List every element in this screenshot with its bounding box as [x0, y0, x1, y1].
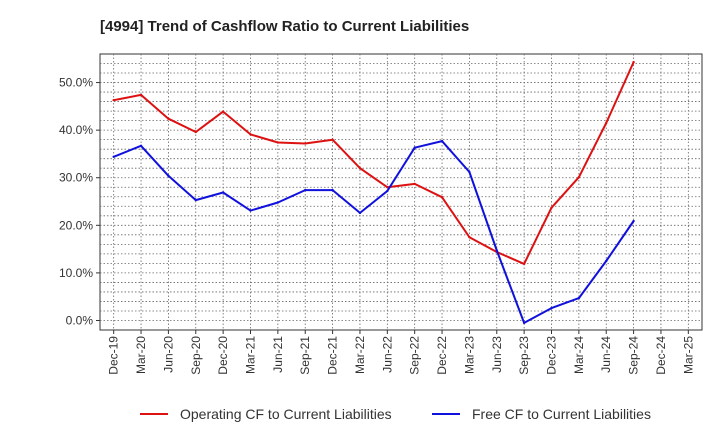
x-tick-label: Sep-24 — [627, 336, 641, 375]
series-lines — [112, 60, 635, 325]
x-tick-label: Jun-22 — [380, 336, 394, 373]
data-point — [522, 262, 526, 266]
legend: Operating CF to Current Liabilities Free … — [140, 406, 651, 422]
data-point — [249, 133, 252, 136]
chart-title: [4994] Trend of Cashflow Ratio to Curren… — [100, 18, 469, 35]
x-tick-label: Jun-23 — [490, 336, 504, 373]
data-point — [550, 306, 553, 310]
data-point — [495, 249, 498, 252]
data-point — [413, 182, 416, 186]
data-point — [194, 198, 197, 202]
x-axis: Dec-19 Mar-20 Jun-20 Sep-20 Dec-20 Mar-21 Jun-… — [107, 330, 695, 375]
data-point — [468, 236, 471, 239]
legend-label: Operating CF to Current Liabilities — [180, 406, 392, 422]
data-point — [577, 176, 581, 179]
grid — [100, 54, 702, 330]
data-point — [440, 139, 444, 143]
x-tick-label: Mar-20 — [134, 336, 148, 374]
data-point — [139, 144, 143, 148]
plot-area — [99, 53, 703, 331]
data-point — [167, 117, 170, 120]
x-tick-label: Dec-21 — [326, 336, 340, 375]
y-tick-label: 50.0% — [59, 76, 93, 90]
data-point — [276, 141, 280, 144]
data-point — [221, 110, 225, 113]
x-tick-label: Dec-22 — [435, 336, 449, 375]
data-point — [139, 93, 143, 97]
data-point — [386, 186, 389, 189]
data-point — [632, 219, 635, 223]
data-point — [194, 130, 197, 134]
x-tick-label: Mar-24 — [572, 336, 586, 374]
x-tick-label: Mar-22 — [353, 336, 367, 374]
data-point — [358, 167, 362, 170]
data-point — [632, 60, 635, 64]
y-tick-label: 0.0% — [66, 313, 94, 327]
x-tick-label: Mar-21 — [244, 336, 258, 374]
legend-label: Free CF to Current Liabilities — [472, 406, 651, 422]
x-tick-label: Dec-24 — [654, 336, 668, 375]
data-point — [468, 170, 471, 174]
x-tick-label: Jun-20 — [161, 336, 175, 373]
x-tick-label: Sep-22 — [408, 336, 422, 375]
data-point — [577, 296, 581, 300]
data-point — [413, 146, 416, 149]
x-tick-label: Dec-23 — [545, 336, 559, 375]
data-point — [386, 189, 389, 193]
y-axis: 0.0% 10.0% 20.0% 30.0% 40.0% 50.0% — [59, 76, 100, 327]
y-tick-label: 40.0% — [59, 123, 93, 137]
y-tick-label: 30.0% — [59, 171, 93, 185]
series-line-1 — [113, 61, 635, 265]
x-tick-label: Sep-23 — [517, 336, 531, 375]
data-point — [550, 206, 553, 209]
data-point — [304, 188, 307, 192]
data-point — [112, 155, 115, 158]
data-point — [276, 201, 280, 204]
data-point — [167, 174, 170, 178]
data-point — [522, 321, 526, 325]
x-tick-label: Dec-19 — [107, 336, 121, 375]
x-tick-label: Jun-21 — [271, 336, 285, 373]
data-point — [358, 211, 362, 215]
data-point — [331, 188, 334, 192]
data-point — [304, 142, 307, 145]
y-tick-label: 20.0% — [59, 218, 93, 232]
x-tick-label: Jun-24 — [599, 336, 613, 373]
x-tick-label: Mar-25 — [681, 336, 695, 374]
x-tick-label: Mar-23 — [462, 336, 476, 374]
data-point — [331, 138, 334, 141]
data-point — [605, 121, 608, 125]
data-point — [605, 259, 608, 263]
data-point — [440, 196, 444, 199]
series-line-2 — [113, 140, 635, 324]
x-tick-label: Sep-21 — [298, 336, 312, 375]
x-tick-label: Sep-20 — [189, 336, 203, 375]
data-point — [112, 98, 115, 102]
x-tick-label: Dec-20 — [216, 336, 230, 375]
data-point — [249, 209, 252, 212]
data-point — [221, 191, 225, 194]
y-tick-label: 10.0% — [59, 266, 93, 280]
